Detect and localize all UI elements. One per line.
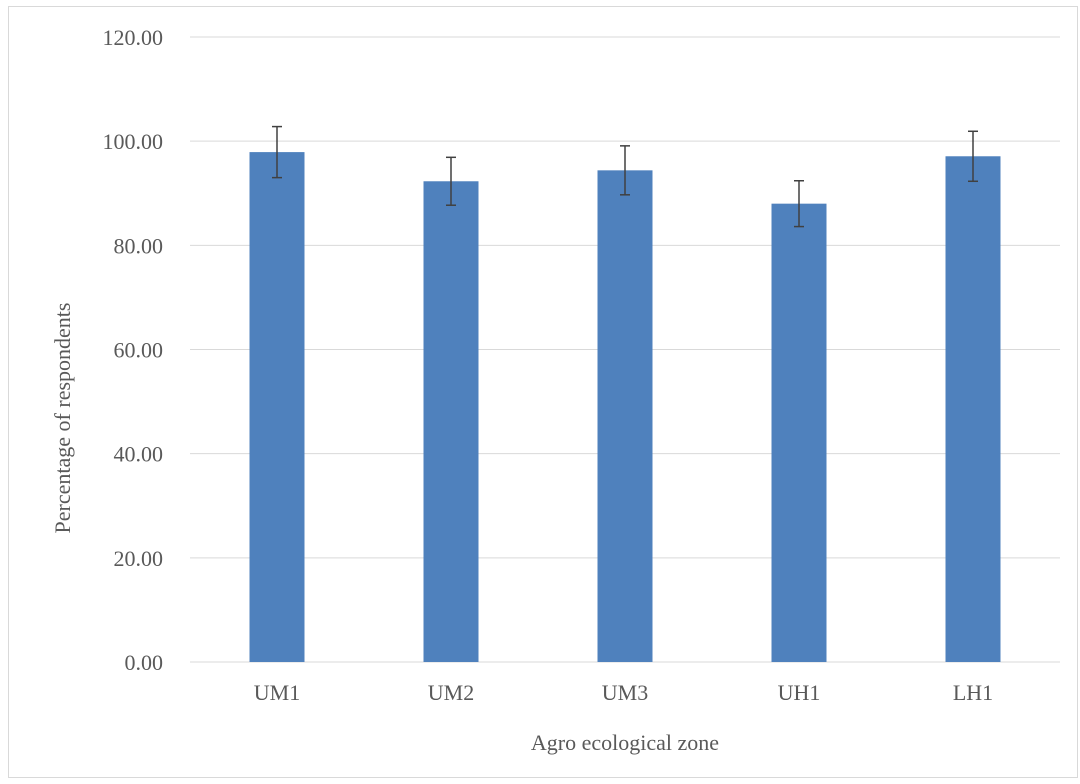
bar-um2 (423, 181, 479, 663)
y-tick-label: 100.00 (103, 129, 164, 154)
error-bar-um2 (446, 156, 456, 206)
bar-uh1 (771, 203, 827, 662)
y-tick-label: 120.00 (103, 25, 164, 50)
y-tick-label: 0.00 (125, 650, 164, 675)
y-axis-title: Percentage of respondents (50, 303, 75, 534)
x-tick-label: UM1 (254, 680, 300, 705)
x-axis-title: Agro ecological zone (531, 730, 719, 755)
y-axis-ticks: 0.00 20.00 40.00 60.00 80.00 100.00 120.00 (103, 25, 164, 675)
bar-um1 (249, 152, 305, 662)
error-bar-um3 (620, 145, 630, 196)
y-tick-label: 60.00 (114, 338, 164, 363)
y-tick-label: 40.00 (114, 442, 164, 467)
bar-um3 (597, 170, 653, 663)
x-tick-label: UH1 (778, 680, 821, 705)
x-tick-label: UM2 (428, 680, 474, 705)
error-bar-uh1 (794, 180, 804, 228)
error-bar-lh1 (968, 130, 978, 183)
x-tick-label: UM3 (602, 680, 648, 705)
y-tick-label: 80.00 (114, 233, 164, 258)
error-bar-um1 (272, 125, 282, 179)
x-tick-label: LH1 (953, 680, 993, 705)
error-bars (272, 125, 978, 228)
bar-lh1 (945, 156, 1001, 663)
x-axis-ticks: UM1 UM2 UM3 UH1 LH1 (254, 680, 993, 705)
y-tick-label: 20.00 (114, 546, 164, 571)
chart-frame (8, 6, 1078, 778)
bars (249, 152, 1001, 663)
